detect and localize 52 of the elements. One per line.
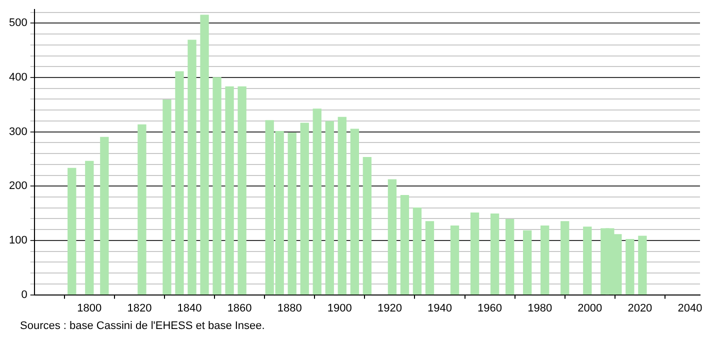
x-tick-label: 1880	[277, 302, 302, 314]
bar	[425, 221, 434, 295]
bar	[68, 168, 76, 295]
bar	[560, 221, 570, 295]
bar	[338, 116, 346, 295]
y-tick-label: 400	[8, 72, 28, 84]
bar	[100, 136, 109, 295]
source-note: Sources : base Cassini de l'EHESS et base Insee.	[20, 320, 265, 332]
bar	[400, 195, 410, 295]
bar	[188, 40, 196, 295]
bar	[225, 86, 234, 295]
bar	[450, 225, 460, 295]
bar	[583, 226, 592, 295]
x-tick-label: 2000	[578, 302, 602, 314]
bar	[138, 124, 146, 295]
bar	[200, 14, 209, 295]
bar	[540, 225, 550, 295]
bar	[85, 160, 94, 295]
bar	[362, 157, 372, 295]
x-tick-label: 1920	[377, 302, 402, 314]
x-tick-label: 1960	[478, 302, 502, 314]
x-tick-label: 1840	[177, 302, 202, 314]
bar	[312, 108, 322, 295]
x-tick-label: 1800	[77, 302, 102, 314]
x-tick-label: 1940	[428, 302, 452, 314]
bar	[470, 212, 480, 295]
y-tick-label: 100	[8, 234, 28, 247]
bar	[325, 121, 334, 295]
bar	[212, 77, 222, 295]
y-tick-label: 500	[8, 17, 28, 30]
bar	[523, 230, 532, 295]
bar	[300, 122, 309, 295]
x-tick-label: 2020	[628, 302, 652, 314]
bar	[505, 218, 514, 295]
bar	[238, 86, 246, 295]
bar	[412, 208, 422, 295]
bar	[350, 128, 359, 295]
bar	[288, 132, 296, 295]
bar	[490, 214, 500, 295]
bar	[175, 71, 184, 295]
x-tick-label: 1980	[528, 302, 552, 314]
x-tick-label: 2040	[678, 302, 702, 314]
y-tick-label: 200	[8, 180, 28, 192]
x-tick-label: 1820	[127, 302, 152, 314]
x-tick-label: 1860	[227, 302, 252, 314]
y-tick-label: 300	[8, 126, 28, 138]
bar	[626, 239, 634, 295]
bar	[388, 179, 397, 295]
y-tick-label: 0	[21, 288, 28, 301]
bar	[162, 99, 172, 295]
x-tick-label: 1900	[327, 302, 352, 314]
bar	[638, 236, 647, 295]
